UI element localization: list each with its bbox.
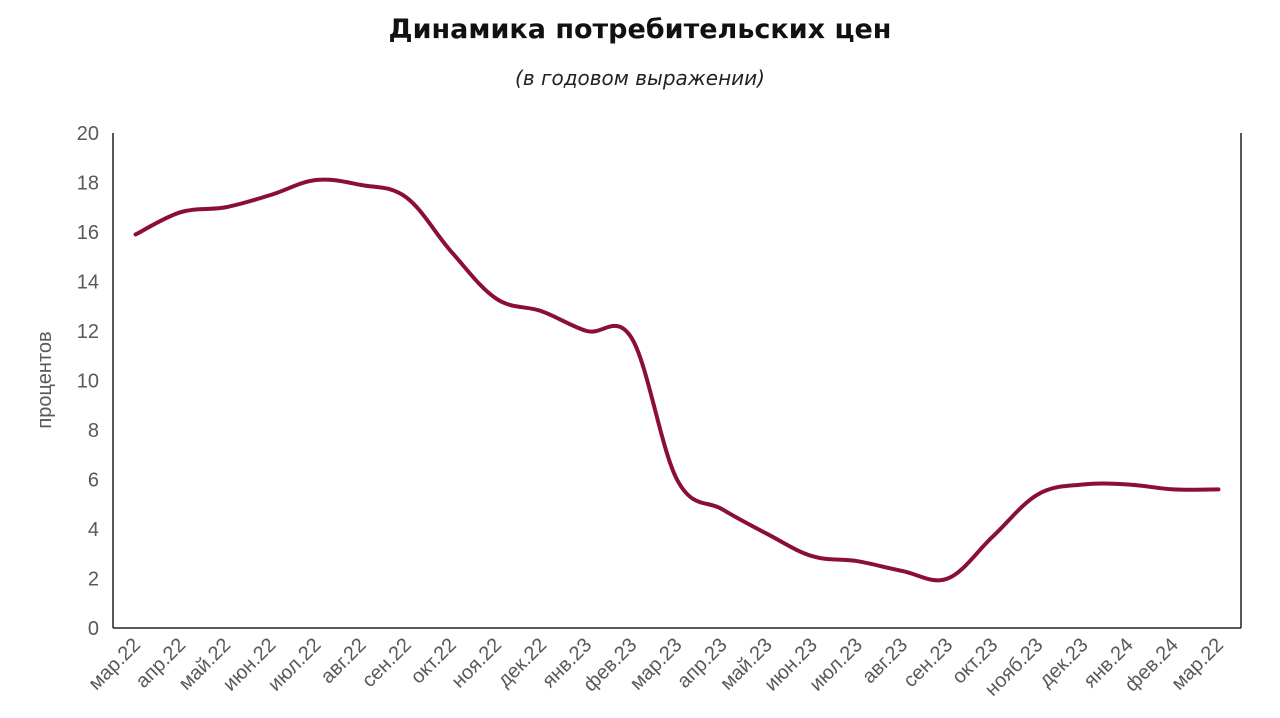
y-axis-label: процентов [34, 331, 56, 428]
data-point [991, 534, 995, 538]
data-point [134, 232, 138, 236]
series-line [133, 177, 1221, 583]
data-point [1216, 487, 1220, 491]
y-tick-label: 0 [88, 618, 99, 640]
y-tick-label: 12 [77, 321, 99, 343]
chart-title: Динамика потребительских цен [388, 14, 892, 45]
series-lines [133, 177, 1221, 583]
x-tick-label: сен.22 [358, 634, 416, 692]
x-tick-label: сен.23 [899, 634, 957, 692]
y-tick-label: 20 [77, 123, 99, 145]
y-tick-label: 2 [88, 569, 99, 591]
y-tick-label: 6 [88, 470, 99, 492]
data-point [630, 336, 634, 340]
y-tick-label: 18 [77, 173, 99, 195]
data-point [495, 297, 499, 301]
data-point [675, 478, 679, 482]
data-point [720, 507, 724, 511]
y-tick-label: 10 [77, 371, 99, 393]
data-point [1036, 492, 1040, 496]
x-tick-label: мар.22 [84, 634, 145, 695]
x-tick-label: дек.23 [1035, 634, 1093, 692]
data-point [179, 210, 183, 214]
data-point [449, 250, 453, 254]
data-point [855, 559, 859, 563]
data-point [946, 577, 950, 581]
x-tick-label: дек.22 [494, 634, 552, 692]
data-point [810, 554, 814, 558]
y-tick-label: 8 [88, 420, 99, 442]
data-point [1081, 482, 1085, 486]
data-point [404, 195, 408, 199]
data-point [901, 569, 905, 573]
data-point [765, 532, 769, 536]
data-point [1126, 482, 1130, 486]
y-tick-labels: 0 2 4 6 8 10 12 14 16 18 20 [77, 123, 99, 640]
data-point [269, 193, 273, 197]
chart-subtitle: (в годовом выражении) [515, 66, 765, 90]
data-point [540, 309, 544, 313]
y-tick-label: 4 [88, 519, 99, 541]
data-point [1171, 487, 1175, 491]
data-point [314, 178, 318, 182]
y-tick-label: 14 [77, 272, 99, 294]
data-point [224, 205, 228, 209]
x-tick-label: ноя.22 [447, 634, 506, 693]
y-tick-label: 16 [77, 222, 99, 244]
data-point [359, 183, 363, 187]
data-point [585, 329, 589, 333]
x-tick-labels: мар.22апр.22май.22июн.22июл.22авг.22сен.… [84, 634, 1228, 701]
